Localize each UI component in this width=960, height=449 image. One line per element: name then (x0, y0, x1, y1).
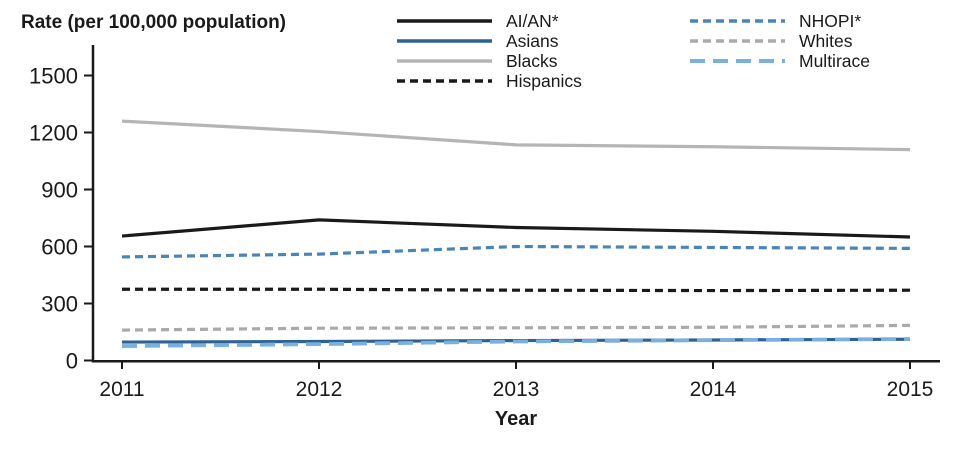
y-tick-label: 300 (41, 292, 78, 317)
legend-label: Blacks (506, 51, 558, 71)
legend-line-swatch (397, 19, 492, 23)
x-axis-label: Year (494, 408, 538, 430)
legend-item-multirace: Multirace (690, 51, 870, 71)
x-tick-label: 2013 (493, 378, 540, 401)
y-tick-label: 1200 (29, 121, 78, 146)
legend-item-asians: Asians (397, 31, 582, 51)
legend-item-hispanics: Hispanics (397, 71, 582, 91)
y-tick-label: 0 (66, 349, 78, 374)
y-tick-label: 600 (41, 235, 78, 260)
legend-item-whites: Whites (690, 31, 870, 51)
legend-item-nhopi: NHOPI* (690, 11, 870, 31)
y-axis-title: Rate (per 100,000 population) (21, 12, 287, 33)
legend-label: Asians (506, 31, 559, 51)
legend-label: Hispanics (506, 71, 582, 91)
x-tick-label: 2011 (99, 378, 144, 401)
legend-line-swatch (690, 19, 785, 23)
legend-label: NHOPI* (799, 11, 862, 31)
x-tick-label: 2012 (296, 378, 343, 401)
legend-item-blacks: Blacks (397, 51, 582, 71)
legend-line-swatch (397, 39, 492, 43)
legend-label: Multirace (799, 51, 870, 71)
y-tick-label: 900 (41, 178, 78, 203)
legend-line-swatch (690, 39, 785, 43)
legend-column-2: NHOPI* Whites Multirace (690, 11, 870, 71)
legend-column-1: AI/AN* Asians Blacks Hispanics (397, 11, 582, 91)
legend: AI/AN* Asians Blacks Hispanics NHOPI* Whites… (0, 11, 960, 103)
series-line-multirace (121, 337, 911, 348)
legend-label: Whites (799, 31, 853, 51)
series-line-hispanics (122, 287, 911, 293)
legend-line-swatch (397, 79, 492, 83)
legend-line-swatch (397, 59, 492, 63)
series-line-whites (121, 323, 911, 332)
x-tick-label: 2015 (887, 378, 934, 401)
series-line-blacks (121, 119, 911, 152)
legend-line-swatch (690, 59, 785, 63)
legend-label: AI/AN* (506, 11, 559, 31)
series-line-nhopi (121, 244, 911, 259)
legend-item-ai-an: AI/AN* (397, 11, 582, 31)
series-line-ai-an (121, 218, 911, 239)
x-tick-label: 2014 (690, 378, 737, 401)
y-tick-label: 1500 (29, 64, 78, 89)
